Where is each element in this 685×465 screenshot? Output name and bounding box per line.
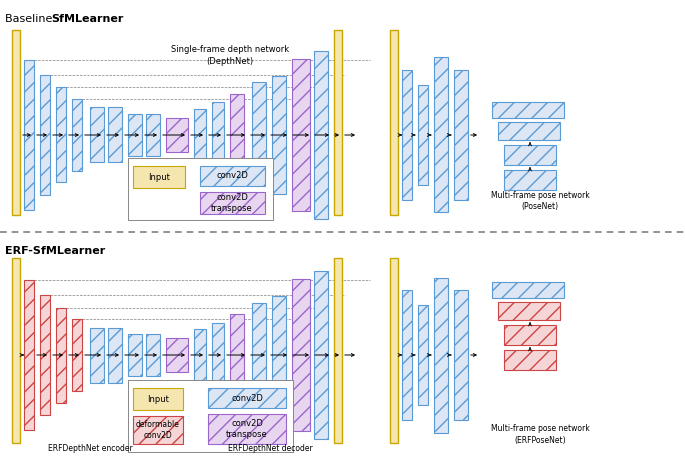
Bar	[146, 334, 160, 376]
Text: ERFDepthNet decoder: ERFDepthNet decoder	[227, 444, 312, 453]
Bar	[208, 414, 286, 444]
Bar	[200, 192, 265, 214]
Bar	[40, 75, 50, 195]
Bar	[72, 319, 82, 391]
Bar	[334, 258, 342, 443]
Bar	[200, 166, 265, 186]
Bar	[108, 327, 122, 383]
Bar	[390, 30, 398, 215]
Bar	[292, 279, 310, 431]
Bar	[418, 85, 428, 185]
Bar	[212, 102, 224, 167]
Bar	[314, 51, 328, 219]
Text: ERFDepthNet encoder: ERFDepthNet encoder	[48, 444, 132, 453]
Bar	[128, 334, 142, 376]
Text: (DepthNet): (DepthNet)	[206, 57, 253, 66]
Bar	[252, 303, 266, 407]
Bar	[133, 166, 185, 188]
Bar	[492, 282, 564, 298]
Bar	[434, 278, 448, 432]
Bar	[504, 170, 556, 190]
Bar	[12, 30, 20, 215]
Bar	[418, 305, 428, 405]
Bar	[504, 350, 556, 370]
Text: Multi-frame pose network: Multi-frame pose network	[490, 191, 589, 199]
Bar	[504, 145, 556, 165]
Text: Multi-frame pose network: Multi-frame pose network	[490, 424, 589, 432]
Bar	[454, 70, 468, 200]
Bar	[90, 107, 104, 162]
Bar	[272, 76, 286, 194]
Bar	[498, 302, 560, 320]
Text: (ERFPoseNet): (ERFPoseNet)	[514, 436, 566, 445]
Text: deformable
conv2D: deformable conv2D	[136, 420, 180, 440]
Bar	[128, 114, 142, 156]
Bar	[146, 114, 160, 156]
Text: conv2D: conv2D	[231, 393, 263, 403]
Bar	[194, 329, 206, 381]
Bar	[56, 307, 66, 403]
Bar	[402, 70, 412, 200]
Text: SfMLearner: SfMLearner	[51, 14, 123, 24]
Bar	[272, 296, 286, 414]
Text: (PoseNet): (PoseNet)	[521, 202, 558, 212]
Bar	[292, 59, 310, 211]
Bar	[166, 118, 188, 152]
Bar	[72, 99, 82, 171]
Bar	[504, 325, 556, 345]
Bar	[166, 338, 188, 372]
Text: conv2D
transpose: conv2D transpose	[226, 419, 268, 438]
Bar	[128, 380, 293, 452]
Bar	[434, 58, 448, 213]
Text: conv2D
transpose: conv2D transpose	[211, 193, 253, 213]
Bar	[208, 388, 286, 408]
Bar	[498, 122, 560, 140]
Bar	[12, 258, 20, 443]
Bar	[90, 327, 104, 383]
Text: Single-frame depth network: Single-frame depth network	[171, 45, 289, 54]
Text: Input: Input	[148, 173, 170, 181]
Bar	[108, 107, 122, 162]
Bar	[24, 280, 34, 430]
Bar	[56, 87, 66, 182]
Text: Input: Input	[147, 394, 169, 404]
Text: Baseline:: Baseline:	[5, 14, 60, 24]
Bar	[128, 158, 273, 220]
Bar	[492, 102, 564, 118]
Bar	[230, 314, 244, 396]
Bar	[454, 290, 468, 420]
Text: conv2D: conv2D	[216, 172, 248, 180]
Bar	[390, 258, 398, 443]
Bar	[24, 60, 34, 210]
Bar	[252, 82, 266, 187]
Bar	[133, 416, 183, 444]
Bar	[40, 295, 50, 415]
Bar	[133, 388, 183, 410]
Text: ERF-SfMLearner: ERF-SfMLearner	[5, 246, 105, 256]
Bar	[334, 30, 342, 215]
Bar	[212, 323, 224, 387]
Bar	[194, 109, 206, 161]
Bar	[402, 290, 412, 420]
Bar	[230, 94, 244, 176]
Bar	[314, 271, 328, 439]
